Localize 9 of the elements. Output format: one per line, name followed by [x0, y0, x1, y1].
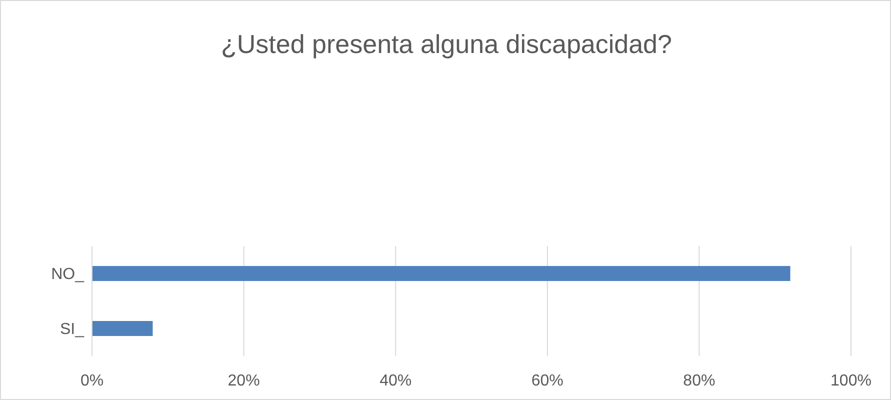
y-tick-label: SI_: [60, 321, 86, 338]
chart-title: ¿Usted presenta alguna discapacidad?: [220, 29, 673, 60]
y-tick-label: NO_: [51, 266, 86, 284]
x-tick-label: 100%: [830, 372, 872, 390]
x-tick-label: 0%: [80, 372, 104, 390]
x-tick-label: 60%: [531, 372, 564, 390]
x-tick-label: 20%: [228, 372, 260, 390]
x-tick-label: 80%: [683, 372, 716, 390]
x-tick-label: 40%: [380, 372, 412, 390]
